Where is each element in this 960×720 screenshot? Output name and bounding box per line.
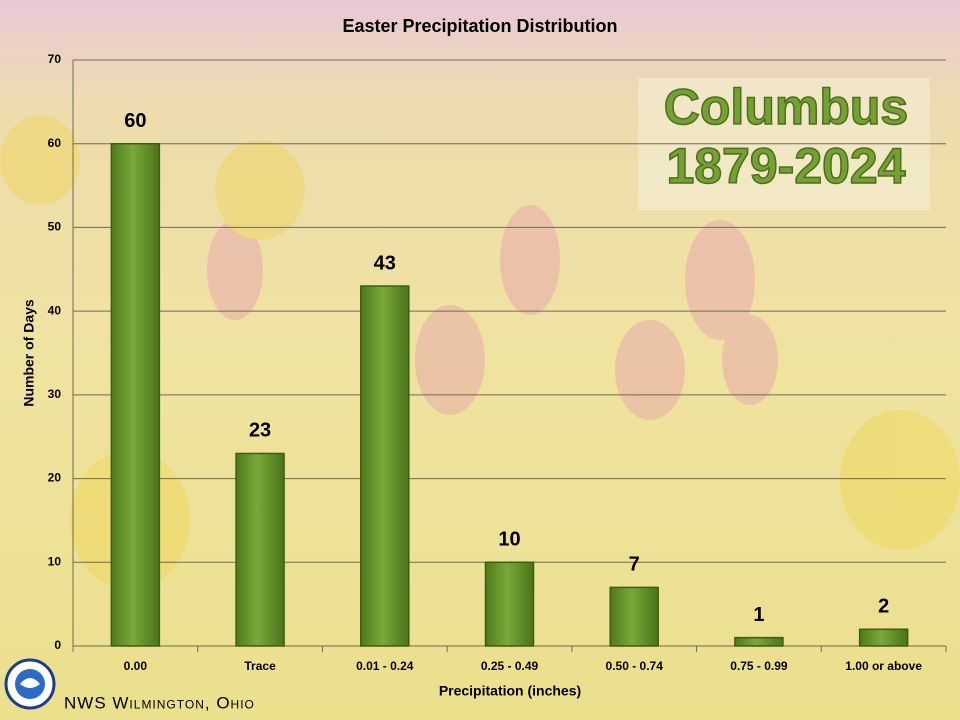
value-label: 10 — [498, 529, 520, 551]
y-tick-label: 0 — [54, 638, 61, 652]
x-axis-label: Precipitation (inches) — [439, 683, 581, 699]
x-tick-label: 1.00 or above — [845, 659, 922, 673]
value-label: 1 — [753, 604, 764, 626]
x-tick-label: 0.00 — [124, 659, 148, 673]
y-tick-label: 40 — [48, 303, 62, 317]
value-label: 23 — [249, 420, 271, 442]
value-label: 60 — [124, 110, 146, 132]
y-tick-label: 20 — [48, 471, 62, 485]
value-label: 43 — [374, 252, 396, 274]
y-tick-label: 10 — [48, 554, 62, 568]
source: NWS Wilmington, Ohio — [64, 693, 255, 712]
bar — [110, 142, 161, 647]
bar — [609, 586, 659, 647]
y-tick-label: 70 — [48, 52, 62, 66]
y-tick-label: 60 — [48, 136, 62, 150]
bar — [734, 636, 784, 647]
annotation: 1879-2024 — [666, 138, 905, 194]
y-axis-label: Number of Days — [21, 299, 37, 407]
bar — [360, 285, 410, 647]
chart-title: Easter Precipitation Distribution — [342, 16, 617, 36]
bar — [235, 452, 285, 647]
y-tick-label: 30 — [48, 387, 62, 401]
value-label: 7 — [629, 554, 640, 576]
x-tick-label: 0.50 - 0.74 — [606, 659, 664, 673]
x-tick-label: 0.25 - 0.49 — [481, 659, 539, 673]
x-tick-label: 0.75 - 0.99 — [730, 659, 788, 673]
bar — [484, 561, 535, 647]
annotation: Columbus — [664, 79, 908, 135]
x-tick-label: 0.01 - 0.24 — [356, 659, 414, 673]
bar — [858, 628, 909, 647]
logo — [4, 658, 56, 710]
value-label: 2 — [878, 596, 889, 618]
y-tick-label: 50 — [48, 220, 62, 234]
x-tick-label: Trace — [244, 659, 276, 673]
